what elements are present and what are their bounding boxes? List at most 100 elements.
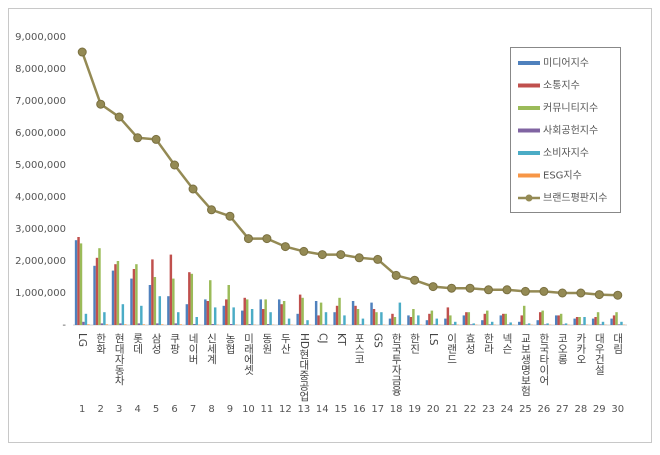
- bar: [521, 315, 523, 325]
- bar: [454, 322, 456, 325]
- bar: [93, 266, 95, 325]
- bar: [343, 315, 345, 325]
- line-marker: [337, 251, 345, 259]
- bar: [130, 279, 132, 325]
- rank-label: 17: [371, 404, 384, 415]
- legend-label: 미디어지수: [543, 57, 589, 69]
- bar: [299, 295, 301, 325]
- line-marker: [152, 135, 160, 143]
- legend-label: 소비자지수: [543, 147, 589, 159]
- bar: [610, 319, 612, 325]
- legend-swatch: [526, 195, 533, 202]
- bar: [560, 314, 562, 325]
- bar: [399, 303, 401, 325]
- bar: [262, 309, 264, 325]
- bar: [230, 324, 232, 325]
- rank-label: 27: [556, 404, 569, 415]
- line-marker: [503, 286, 511, 294]
- line-marker: [429, 283, 437, 291]
- bar: [209, 280, 211, 325]
- bar: [315, 301, 317, 325]
- bar: [505, 314, 507, 325]
- x-tick-label: 대림: [612, 333, 624, 354]
- y-tick-label: 9,000,000: [15, 32, 66, 43]
- line-marker: [78, 48, 86, 56]
- y-tick-label: -: [62, 320, 66, 331]
- bar: [597, 312, 599, 325]
- bar: [523, 306, 525, 325]
- bar: [470, 324, 472, 325]
- x-tick-label: 미래에셋: [242, 333, 254, 375]
- bar: [167, 296, 169, 325]
- bar: [583, 317, 585, 325]
- bar: [500, 315, 502, 325]
- bar: [75, 240, 77, 325]
- line-marker: [208, 206, 216, 214]
- line-marker: [577, 289, 585, 297]
- x-tick-label: 롯데: [132, 333, 144, 355]
- bar: [159, 296, 161, 325]
- bar: [618, 324, 620, 325]
- legend-swatch: [518, 61, 540, 65]
- bar: [223, 306, 225, 325]
- rank-label: 23: [482, 404, 495, 415]
- bar: [463, 315, 465, 325]
- rank-label: 1: [79, 404, 85, 415]
- bar: [306, 320, 308, 325]
- bar: [449, 315, 451, 325]
- rank-label: 10: [242, 404, 255, 415]
- bar: [106, 324, 108, 325]
- bar: [465, 312, 467, 325]
- bar: [447, 307, 449, 325]
- x-tick-label: 동원: [261, 333, 273, 354]
- x-tick-label: 한화: [95, 333, 107, 355]
- bar: [407, 315, 409, 325]
- line-marker: [374, 255, 382, 263]
- bar: [320, 303, 322, 325]
- bar: [98, 248, 100, 325]
- bar: [391, 314, 393, 325]
- line-marker: [485, 286, 493, 294]
- bar: [576, 317, 578, 325]
- bar: [138, 323, 140, 325]
- bar: [114, 264, 116, 325]
- bar: [507, 324, 509, 325]
- rank-label: 9: [227, 404, 233, 415]
- x-tick-label: LS: [427, 333, 439, 346]
- y-tick-label: 1,000,000: [15, 288, 66, 299]
- y-tick-label: 3,000,000: [15, 224, 66, 235]
- x-tick-label: 쿠팡: [169, 333, 181, 354]
- rank-label: 12: [279, 404, 292, 415]
- x-tick-label: 효성: [464, 333, 476, 354]
- bar: [518, 322, 520, 325]
- y-tick-label: 7,000,000: [15, 96, 66, 107]
- rank-label: 2: [98, 404, 104, 415]
- line-marker: [466, 284, 474, 292]
- bar: [225, 299, 227, 325]
- bar: [415, 324, 417, 325]
- legend-label: 브랜드평판지수: [543, 192, 607, 204]
- bar: [195, 317, 197, 325]
- bar: [156, 323, 158, 325]
- y-tick-label: 5,000,000: [15, 160, 66, 171]
- bar: [555, 315, 557, 325]
- x-tick-label: 네이버: [187, 333, 199, 365]
- line-marker: [540, 287, 548, 295]
- rank-label: 13: [297, 404, 310, 415]
- bar: [557, 315, 559, 325]
- bar: [77, 237, 79, 325]
- bar: [375, 312, 377, 325]
- bar: [288, 319, 290, 325]
- bar: [539, 312, 541, 325]
- bar: [592, 319, 594, 325]
- rank-label: 21: [445, 404, 458, 415]
- bar: [417, 315, 419, 325]
- rank-label: 22: [464, 404, 477, 415]
- bar: [578, 317, 580, 325]
- bar: [338, 298, 340, 325]
- line-marker: [558, 289, 566, 297]
- bar: [433, 324, 435, 325]
- line-marker: [521, 287, 529, 295]
- bar: [241, 311, 243, 325]
- bar: [509, 322, 511, 325]
